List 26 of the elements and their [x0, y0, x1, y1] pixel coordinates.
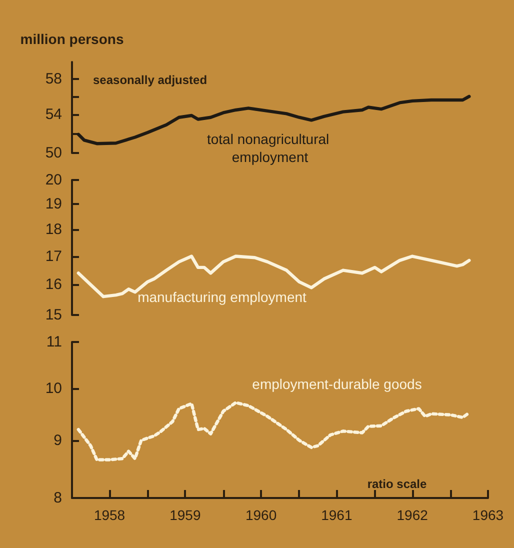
- y-tick-label: 16: [45, 276, 62, 294]
- x-tick-label: 1963: [472, 507, 504, 523]
- series-label: total nonagricultural employment: [206, 131, 334, 165]
- y-tick-label: 58: [45, 70, 62, 88]
- line-series: [76, 401, 471, 462]
- y-axis-title: million persons: [20, 31, 124, 47]
- y-tick-label: 15: [45, 306, 62, 324]
- annotation: seasonally adjusted: [93, 73, 208, 87]
- y-tick-label: 11: [46, 334, 62, 350]
- x-tick-label: 1962: [396, 507, 428, 523]
- series-label: manufacturing employment: [138, 289, 307, 305]
- x-tick-label: 1961: [321, 507, 352, 523]
- x-tick-label: 1958: [94, 507, 126, 523]
- y-tick-label: 8: [54, 490, 62, 506]
- annotation: ratio scale: [367, 477, 428, 491]
- y-tick-label: 54: [45, 106, 62, 124]
- y-tick-label: 10: [45, 380, 62, 398]
- x-tick-label: 1959: [170, 507, 201, 523]
- series-label: employment-durable goods: [252, 376, 422, 392]
- y-tick-label: 50: [45, 144, 62, 162]
- x-tick-label: 1960: [245, 507, 277, 523]
- y-tick-label: 9: [54, 432, 62, 449]
- y-tick-label: 17: [45, 248, 62, 265]
- y-tick-label: 19: [45, 196, 62, 213]
- y-tick-label: 18: [45, 220, 62, 238]
- y-tick-label: 20: [45, 172, 62, 188]
